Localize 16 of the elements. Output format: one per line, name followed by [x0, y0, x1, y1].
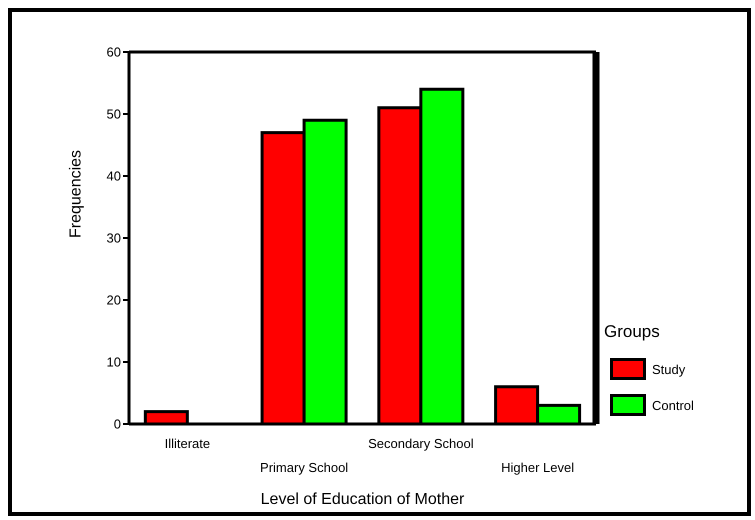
- x-tick-label: Secondary School: [368, 436, 474, 451]
- legend-title: Groups: [604, 322, 661, 342]
- y-tick-label: 40: [106, 168, 121, 184]
- x-axis-title: Level of Education of Mother: [260, 491, 466, 508]
- legend-label: Control: [652, 398, 694, 412]
- x-tick-label: Higher Level: [501, 460, 574, 475]
- y-tick-label: 50: [106, 106, 121, 122]
- y-axis-title: Frequencies: [68, 150, 85, 238]
- legend-label: Study: [652, 362, 686, 376]
- y-tick-label: 0: [114, 416, 121, 432]
- y-tick-label: 60: [106, 44, 121, 60]
- y-tick-label: 30: [106, 230, 121, 246]
- x-tick-label: Primary School: [260, 460, 348, 475]
- x-tick-label: Illiterate: [164, 436, 210, 451]
- y-tick-label: 20: [106, 292, 121, 308]
- y-tick-label: 10: [106, 354, 121, 370]
